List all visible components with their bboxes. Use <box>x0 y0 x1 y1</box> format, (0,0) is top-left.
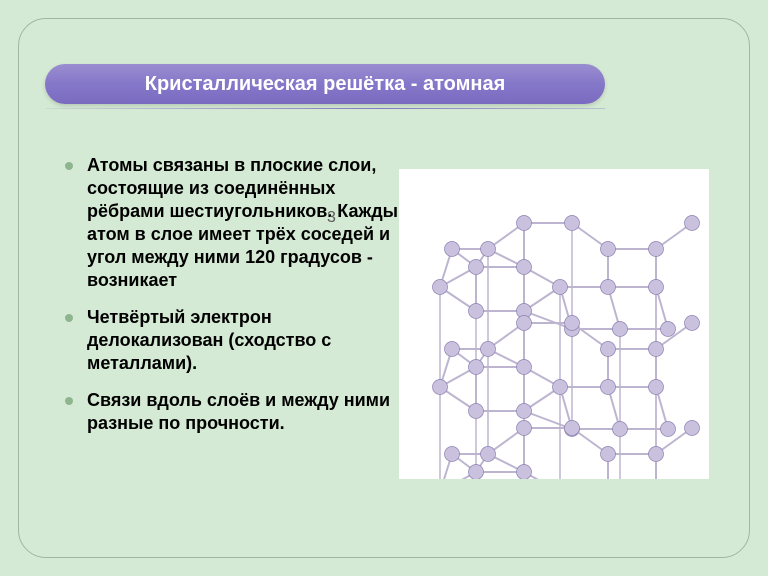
slide-title: Кристаллическая решётка - атомная <box>45 64 605 104</box>
diagram-layer-label: 3 <box>327 209 336 227</box>
lattice-diagram <box>399 169 709 479</box>
bullet-item: Атомы связаны в плоские слои, состоящие … <box>61 154 411 292</box>
title-underline <box>45 108 605 109</box>
slide-frame: Кристаллическая решётка - атомная Атомы … <box>18 18 750 558</box>
bullet-item: Четвёртый электрон делокализован (сходст… <box>61 306 411 375</box>
bullet-item: Связи вдоль слоёв и между ними разные по… <box>61 389 411 435</box>
bullet-list: Атомы связаны в плоские слои, состоящие … <box>61 154 411 449</box>
